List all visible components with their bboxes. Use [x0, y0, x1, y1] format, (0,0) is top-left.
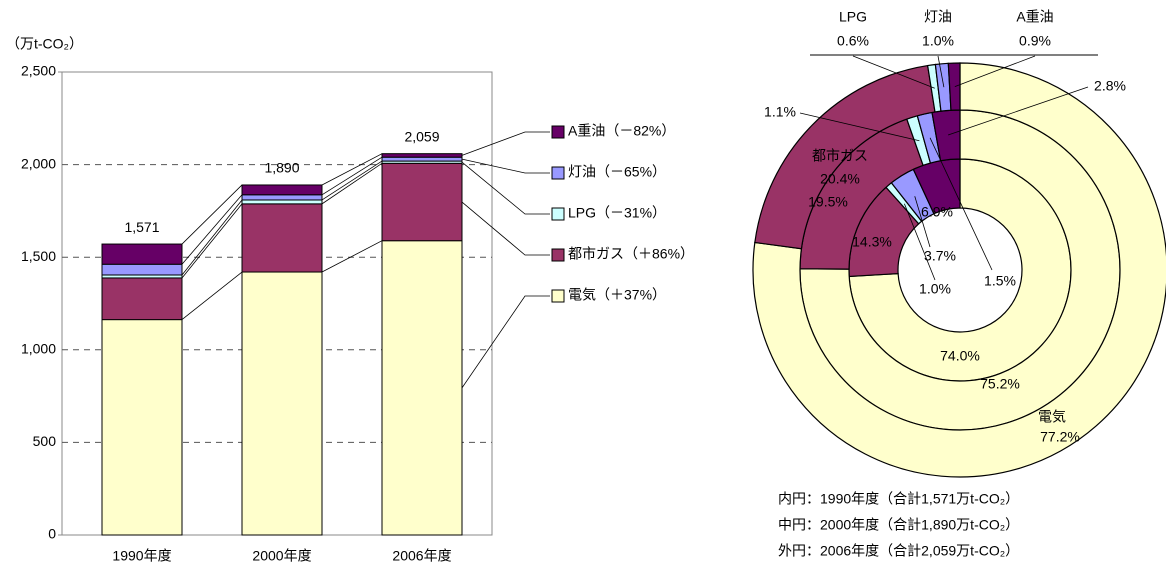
legend-swatch — [551, 125, 565, 139]
legend-label: LPG（－31%） — [568, 205, 666, 221]
connector-line — [181, 199, 243, 276]
label-leader — [929, 137, 993, 271]
legend-label: 電気（＋37%） — [568, 287, 666, 303]
slice-value-label: 75.2% — [980, 376, 1020, 392]
connector-line — [181, 184, 243, 245]
ring-legend: 外円：2006年度（合計2,059万t-CO₂） — [778, 543, 1019, 559]
slice-value-label: 2.8% — [1094, 78, 1126, 94]
legend-leader — [461, 158, 550, 174]
legend-leader — [461, 161, 550, 215]
label-leader — [937, 55, 945, 88]
slice-value-label: 0.6% — [837, 33, 869, 49]
ring-slice — [752, 62, 1166, 478]
slice-value-label: 1.1% — [764, 104, 796, 120]
category-label: 電気 — [1038, 409, 1066, 425]
legend-label: 灯油（－65%） — [568, 164, 666, 180]
ring-legend: 中円：2000年度（合計1,890万t-CO₂） — [778, 517, 1019, 533]
legend-swatch — [551, 166, 565, 180]
y-tick-label: 1,000 — [21, 341, 56, 357]
connector-line — [181, 203, 243, 279]
connector-line — [181, 271, 243, 320]
y-tick-label: 2,000 — [21, 155, 56, 171]
slice-value-label: 6.9% — [921, 204, 953, 220]
legend-label: 都市ガス（＋86%） — [568, 246, 694, 262]
total-label: 1,890 — [264, 160, 299, 176]
connector-line — [321, 156, 383, 196]
bar-segment — [381, 156, 463, 162]
slice-value-label: 19.5% — [808, 194, 848, 210]
slice-value-label: 74.0% — [940, 348, 980, 364]
bar-segment — [101, 263, 183, 276]
y-axis-label: （万t-CO₂） — [6, 36, 83, 52]
category-label: LPG — [839, 9, 867, 25]
category-label: 灯油 — [924, 9, 952, 25]
slice-value-label: 1.0% — [922, 33, 954, 49]
label-leader — [852, 55, 935, 89]
bar-segment — [101, 243, 183, 265]
label-leader — [799, 112, 920, 142]
x-tick-label: 1990年度 — [112, 548, 171, 564]
bar-segment — [381, 240, 463, 536]
connector-line — [181, 194, 243, 265]
category-label: A重油 — [1016, 9, 1053, 25]
bar-segment — [381, 162, 463, 242]
y-tick-label: 1,500 — [21, 248, 56, 264]
y-tick-label: 2,500 — [21, 63, 56, 79]
total-label: 1,571 — [124, 219, 159, 235]
label-leader — [904, 203, 936, 281]
y-tick-label: 0 — [48, 526, 56, 542]
bar-segment — [241, 194, 323, 201]
slice-value-label: 1.0% — [919, 281, 951, 297]
ring-legend: 内円：1990年度（合計1,571万t-CO₂） — [778, 491, 1019, 507]
legend-leader — [461, 131, 550, 156]
bar-segment — [381, 153, 463, 158]
bar-segment — [241, 271, 323, 536]
slice-value-label: 0.9% — [1019, 33, 1051, 49]
bar-segment — [241, 203, 323, 273]
label-leader — [954, 55, 1036, 87]
ring-slice — [947, 62, 961, 111]
bar-segment — [101, 319, 183, 536]
slice-value-label: 3.7% — [924, 248, 956, 264]
connector-line — [321, 160, 383, 201]
legend-label: A重油（－82%） — [568, 123, 675, 139]
x-tick-label: 2006年度 — [392, 548, 451, 564]
legend-swatch — [551, 207, 565, 221]
slice-value-label: 77.2% — [1040, 429, 1080, 445]
legend-swatch — [551, 289, 565, 303]
connector-line — [321, 240, 383, 273]
bar-segment — [241, 184, 323, 196]
category-label: 都市ガス — [812, 148, 868, 164]
label-leader — [947, 86, 1089, 136]
bar-segment — [241, 199, 323, 205]
slice-value-label: 1.5% — [984, 273, 1016, 289]
legend-leader — [461, 295, 550, 389]
connector-line — [321, 153, 383, 186]
label-leader — [914, 196, 931, 248]
x-tick-label: 2000年度 — [252, 548, 311, 564]
connector-line — [321, 162, 383, 205]
total-label: 2,059 — [404, 128, 439, 144]
legend-leader — [461, 201, 550, 256]
slice-value-label: 14.3% — [852, 234, 892, 250]
bar-segment — [101, 277, 183, 321]
y-tick-label: 500 — [33, 433, 57, 449]
slice-value-label: 20.4% — [820, 171, 860, 187]
legend-swatch — [551, 248, 565, 262]
